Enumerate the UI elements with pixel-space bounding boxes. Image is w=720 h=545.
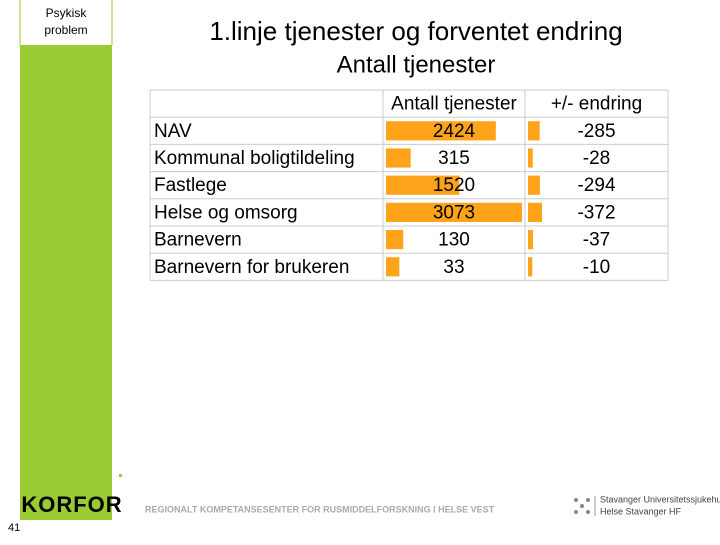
data-bar: [386, 257, 400, 277]
cell-value: 3073: [433, 202, 475, 223]
row-label: Fastlege: [154, 175, 227, 196]
logo: KORFOR: [21, 492, 122, 517]
data-bar: [386, 202, 522, 222]
cell-value: 130: [438, 230, 470, 251]
data-bar: [386, 175, 460, 195]
row-label: Kommunal boligtildeling: [154, 148, 355, 169]
row-label: NAV: [154, 121, 192, 142]
subtitle: Antall tjenester: [337, 51, 496, 78]
column-header: +/- endring: [551, 94, 642, 115]
dot: [574, 498, 578, 502]
data-bar: [528, 175, 540, 195]
cell-value: -294: [577, 175, 615, 196]
row-label: Helse og omsorg: [154, 202, 298, 223]
data-bar: [528, 148, 533, 168]
column-header: Antall tjenester: [391, 94, 517, 115]
cell-value: -285: [577, 121, 615, 142]
hospital-icon: [574, 498, 590, 514]
cell-value: 315: [438, 148, 470, 169]
cell-value: -37: [583, 230, 610, 251]
table: Antall tjenester +/- endring NAV 2424 -285 Ko…: [149, 89, 669, 281]
row-label: Barnevern for brukeren: [154, 257, 349, 278]
dot: [96, 474, 99, 477]
page-number: 41: [8, 522, 20, 534]
dot: [44, 474, 47, 477]
footer-dots: [44, 474, 122, 477]
data-bar: [386, 148, 411, 168]
data-bar: [528, 121, 540, 141]
dot: [586, 498, 590, 502]
sidebar-label: problem: [44, 23, 87, 37]
dot: [69, 474, 72, 477]
footer-text: REGIONALT KOMPETANSESENTER FOR RUSMIDDEL…: [145, 504, 495, 514]
cell-value: -372: [577, 202, 615, 223]
dot: [574, 510, 578, 514]
cell-value: -28: [583, 148, 610, 169]
hospital-sub: Helse Stavanger HF: [600, 506, 682, 516]
data-bar: [386, 230, 404, 250]
dot: [580, 504, 584, 508]
data-bar: [528, 257, 533, 277]
sidebar-label: Psykisk: [46, 6, 88, 20]
dot: [119, 474, 122, 477]
cell-value: 2424: [433, 121, 476, 142]
cell-value: 33: [443, 257, 464, 278]
dot: [586, 510, 590, 514]
cell-value: -10: [583, 257, 610, 278]
data-bar: [528, 230, 533, 250]
cell-value: 1520: [433, 175, 475, 196]
data-bar: [386, 121, 496, 141]
sidebar: [20, 45, 112, 520]
row-label: Barnevern: [154, 230, 242, 251]
title: 1.linje tjenester og forventet endring: [209, 16, 622, 46]
hospital-name: Stavanger Universitetssjukehus: [600, 494, 720, 504]
data-bar: [528, 202, 542, 222]
